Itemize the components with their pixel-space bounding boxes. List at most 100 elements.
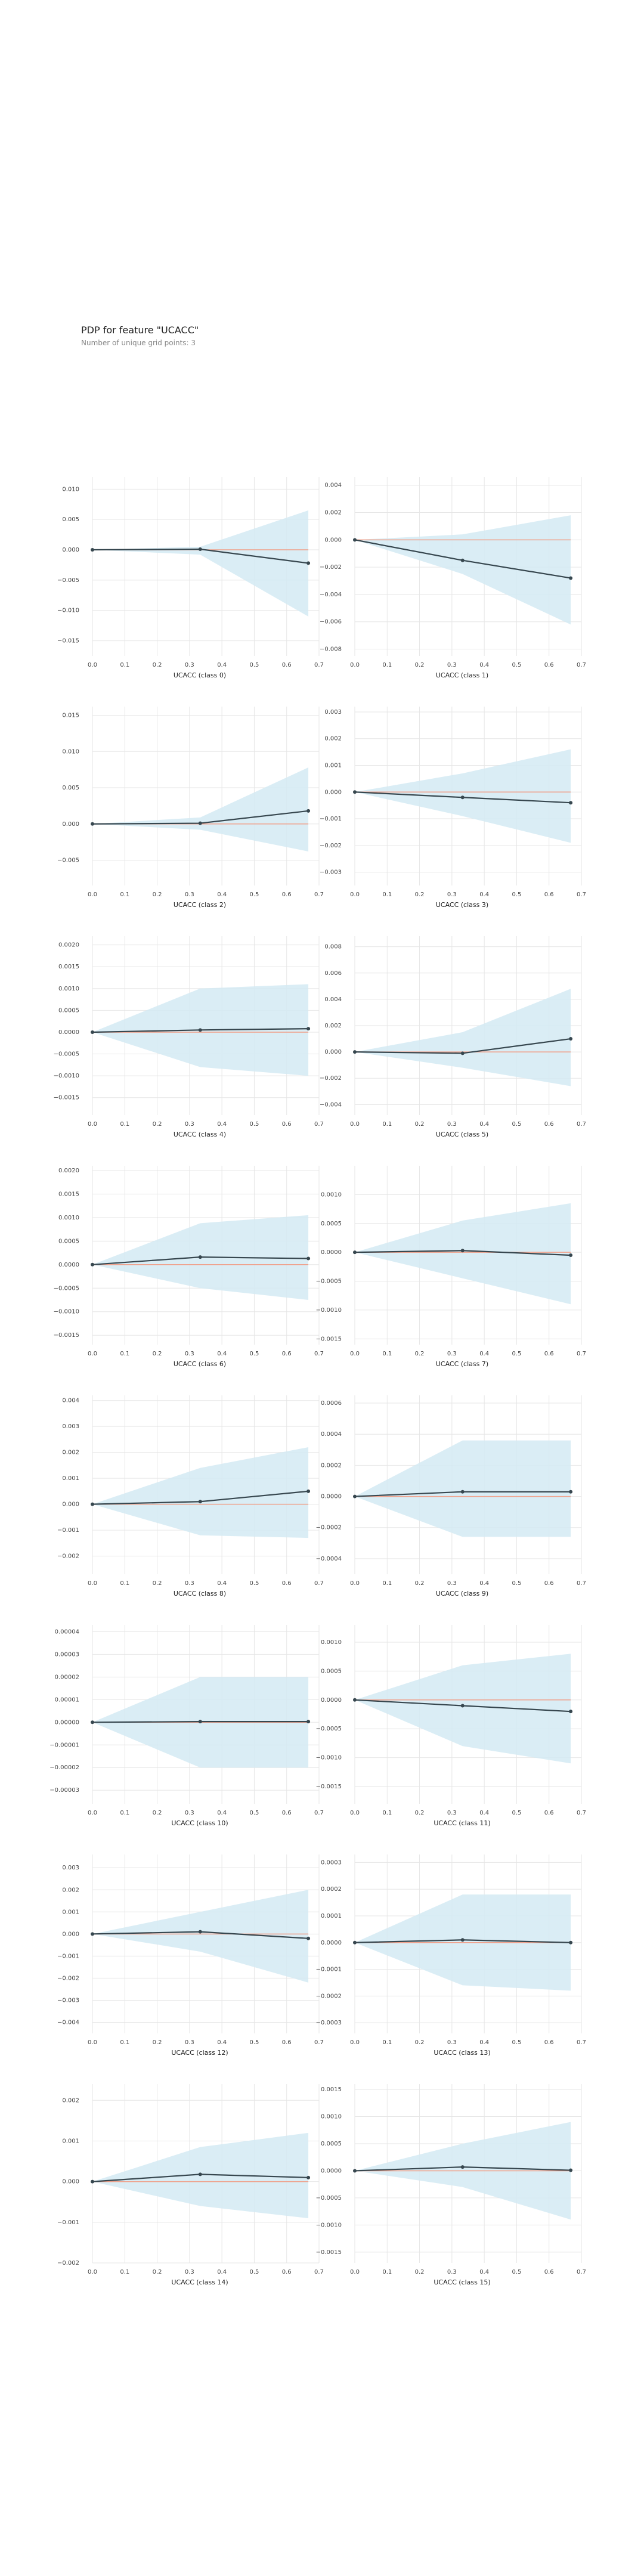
y-tick-label: 0.0006 — [321, 1400, 342, 1407]
x-tick-label: 0.0 — [350, 1580, 360, 1587]
y-tick-label: 0.0005 — [321, 1221, 342, 1227]
x-axis-label: UCACC (class 10) — [171, 1819, 228, 1827]
y-tick-label: −0.0001 — [316, 1967, 342, 1973]
y-tick-label: −0.008 — [320, 646, 342, 653]
pdp-point — [460, 1704, 465, 1708]
pdp-point — [569, 1940, 573, 1945]
y-tick-label: −0.0015 — [316, 2249, 342, 2256]
confidence-band — [355, 1440, 571, 1537]
x-tick-label: 0.5 — [249, 1810, 259, 1816]
pdp-point — [460, 795, 465, 800]
y-tick-label: 0.0015 — [58, 1191, 79, 1197]
x-tick-label: 0.2 — [153, 1810, 162, 1816]
y-tick-label: −0.003 — [57, 1997, 79, 2004]
y-tick-label: 0.0003 — [321, 1859, 342, 1866]
x-tick-label: 0.4 — [217, 662, 227, 668]
y-tick-label: −0.004 — [320, 592, 342, 598]
y-tick-label: −0.001 — [57, 2219, 79, 2226]
x-tick-label: 0.0 — [88, 1351, 97, 1357]
y-tick-label: −0.0015 — [316, 1784, 342, 1790]
x-tick-label: 0.7 — [314, 891, 324, 898]
x-tick-label: 0.1 — [120, 891, 129, 898]
pdp-point — [198, 547, 202, 552]
x-tick-label: 0.7 — [314, 662, 324, 668]
x-axis-label: UCACC (class 13) — [434, 2049, 490, 2057]
y-tick-label: 0.001 — [62, 1909, 79, 1915]
pdp-point — [353, 1250, 357, 1255]
y-tick-label: −0.0003 — [316, 2020, 342, 2026]
x-tick-label: 0.2 — [153, 1121, 162, 1128]
y-tick-label: −0.0005 — [316, 1726, 342, 1732]
pdp-point — [198, 1720, 202, 1724]
y-tick-label: −0.005 — [57, 577, 79, 584]
x-axis-label: UCACC (class 6) — [174, 1360, 226, 1368]
x-tick-label: 0.7 — [314, 1810, 324, 1816]
pdp-point — [569, 1037, 573, 1041]
pdp-point — [91, 1932, 94, 1936]
x-tick-label: 0.6 — [282, 1810, 292, 1816]
y-tick-label: 0.0000 — [58, 1029, 79, 1036]
y-tick-label: 0.004 — [324, 482, 342, 489]
x-tick-label: 0.1 — [382, 2039, 392, 2046]
x-tick-label: 0.3 — [185, 2269, 194, 2275]
x-tick-label: 0.0 — [350, 662, 360, 668]
confidence-band — [355, 1203, 571, 1305]
x-tick-label: 0.3 — [447, 2269, 457, 2275]
y-tick-label: −0.010 — [57, 608, 79, 614]
x-tick-label: 0.3 — [185, 1580, 194, 1587]
x-tick-label: 0.6 — [544, 1580, 554, 1587]
y-tick-label: 0.0000 — [321, 2168, 342, 2174]
y-tick-label: 0.0010 — [58, 1215, 79, 1221]
y-tick-label: −0.0005 — [316, 2195, 342, 2202]
y-tick-label: 0.000 — [62, 2179, 79, 2185]
pdp-point — [460, 1249, 465, 1253]
x-tick-label: 0.4 — [479, 2269, 489, 2275]
y-tick-label: −0.0010 — [316, 1755, 342, 1761]
y-tick-label: 0.000 — [62, 821, 79, 828]
x-tick-label: 0.5 — [512, 891, 521, 898]
x-tick-label: 0.5 — [249, 1121, 259, 1128]
x-tick-label: 0.5 — [512, 1580, 521, 1587]
x-tick-label: 0.1 — [382, 891, 392, 898]
pdp-point — [91, 1502, 94, 1506]
y-tick-label: 0.002 — [62, 1450, 79, 1456]
y-tick-label: −0.002 — [57, 2260, 79, 2267]
x-tick-label: 0.6 — [544, 1351, 554, 1357]
x-tick-label: 0.3 — [447, 1810, 457, 1816]
x-axis-label: UCACC (class 11) — [434, 1819, 490, 1827]
y-tick-label: −0.0015 — [54, 1095, 79, 1101]
y-tick-label: 0.00000 — [55, 1719, 79, 1726]
pdp-point — [353, 1050, 357, 1054]
pdp-subplot-class-13: 0.0 0.1 0.2 0.3 0.4 0.5 0.6 0.7 0.0003 0.0002 0.00… — [316, 1854, 586, 2057]
x-tick-label: 0.6 — [544, 2269, 554, 2275]
x-tick-label: 0.7 — [314, 1580, 324, 1587]
pdp-point — [353, 1698, 357, 1702]
x-tick-label: 0.5 — [512, 2039, 521, 2046]
pdp-point — [460, 1490, 465, 1494]
x-tick-label: 0.6 — [544, 2039, 554, 2046]
x-tick-label: 0.1 — [120, 1121, 129, 1128]
x-tick-label: 0.7 — [577, 2269, 586, 2275]
pdp-point — [198, 1930, 202, 1934]
y-tick-label: 0.0000 — [321, 1940, 342, 1946]
y-tick-label: −0.0002 — [316, 1993, 342, 1999]
x-axis-label: UCACC (class 5) — [436, 1131, 488, 1138]
x-tick-label: 0.5 — [249, 2039, 259, 2046]
x-tick-label: 0.6 — [282, 2269, 292, 2275]
x-tick-label: 0.1 — [120, 1580, 129, 1587]
pdp-point — [91, 822, 94, 826]
pdp-point — [569, 2168, 573, 2172]
y-tick-label: 0.0000 — [58, 1262, 79, 1268]
y-tick-label: −0.0005 — [316, 1278, 342, 1285]
y-tick-label: 0.000 — [62, 547, 79, 553]
y-tick-label: 0.002 — [324, 736, 342, 742]
x-tick-label: 0.6 — [544, 662, 554, 668]
y-tick-label: 0.0000 — [321, 1697, 342, 1704]
x-tick-label: 0.4 — [479, 662, 489, 668]
x-tick-label: 0.1 — [382, 1351, 392, 1357]
y-tick-label: −0.0010 — [316, 1307, 342, 1314]
x-tick-label: 0.0 — [350, 2039, 360, 2046]
y-tick-label: 0.0010 — [58, 986, 79, 992]
x-tick-label: 0.0 — [350, 2269, 360, 2275]
x-tick-label: 0.0 — [350, 1351, 360, 1357]
